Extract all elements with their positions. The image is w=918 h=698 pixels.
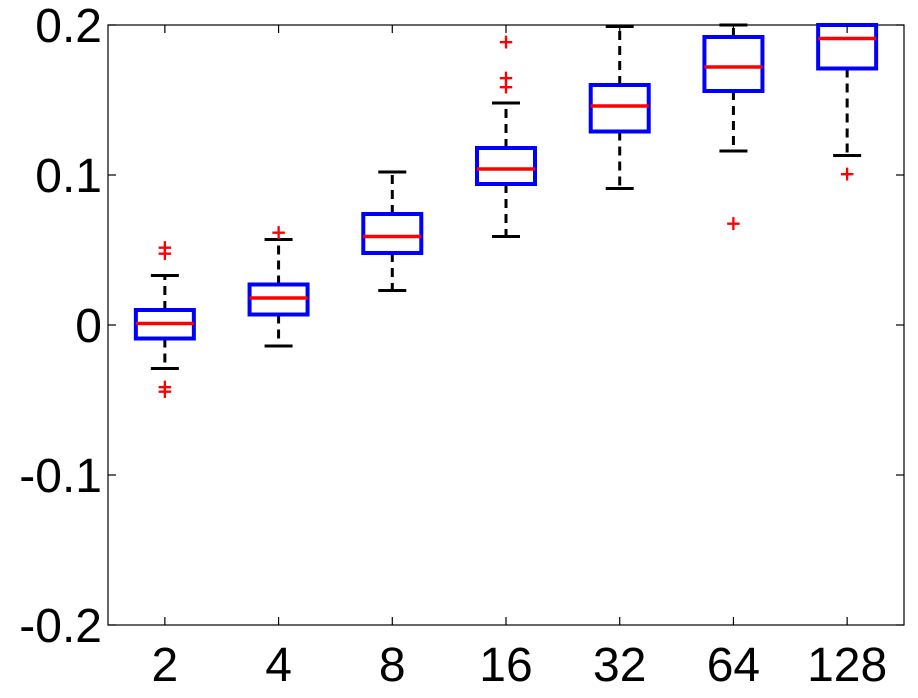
outlier-marker: + xyxy=(839,162,856,186)
x-tick-label: 32 xyxy=(593,639,646,692)
outlier-marker: + xyxy=(498,66,515,90)
y-tick-label: 0.2 xyxy=(35,0,102,53)
box-group-2: ++++ xyxy=(133,235,196,403)
x-tick-label: 16 xyxy=(479,639,532,692)
box-group-4: + xyxy=(247,220,310,348)
box-group-64: + xyxy=(702,23,765,235)
x-tick-label: 8 xyxy=(379,639,406,692)
y-tick-label: -0.2 xyxy=(19,600,102,653)
box-group-32 xyxy=(588,25,651,190)
x-tick-label: 4 xyxy=(265,639,292,692)
iqr-box xyxy=(702,35,765,93)
outlier-marker: + xyxy=(498,75,515,99)
box-group-16: +++ xyxy=(475,30,537,238)
y-tick-label: -0.1 xyxy=(19,450,102,503)
iqr-box xyxy=(475,146,537,186)
y-axis: -0.2 -0.1 0 0.1 0.2 xyxy=(19,0,904,653)
outlier-marker: + xyxy=(156,379,173,403)
y-tick-label: 0 xyxy=(75,300,102,353)
outlier-marker: + xyxy=(156,241,173,265)
box-group-8 xyxy=(361,170,424,292)
x-axis: 2 4 8 16 32 64 128 xyxy=(152,25,887,692)
x-tick-label: 64 xyxy=(707,639,760,692)
x-tick-label: 2 xyxy=(152,639,179,692)
iqr-box xyxy=(588,83,651,134)
x-tick-label: 128 xyxy=(807,639,887,692)
outlier-marker: + xyxy=(725,211,742,235)
outlier-marker: + xyxy=(270,220,287,244)
plot-area: ++++++++++ xyxy=(107,23,905,626)
outlier-marker: + xyxy=(498,30,515,54)
outlier-marker: + xyxy=(156,235,173,259)
y-tick-label: 0.1 xyxy=(35,150,102,203)
iqr-box xyxy=(361,212,424,255)
outlier-marker: + xyxy=(156,375,173,399)
box-group-128: + xyxy=(816,23,879,186)
